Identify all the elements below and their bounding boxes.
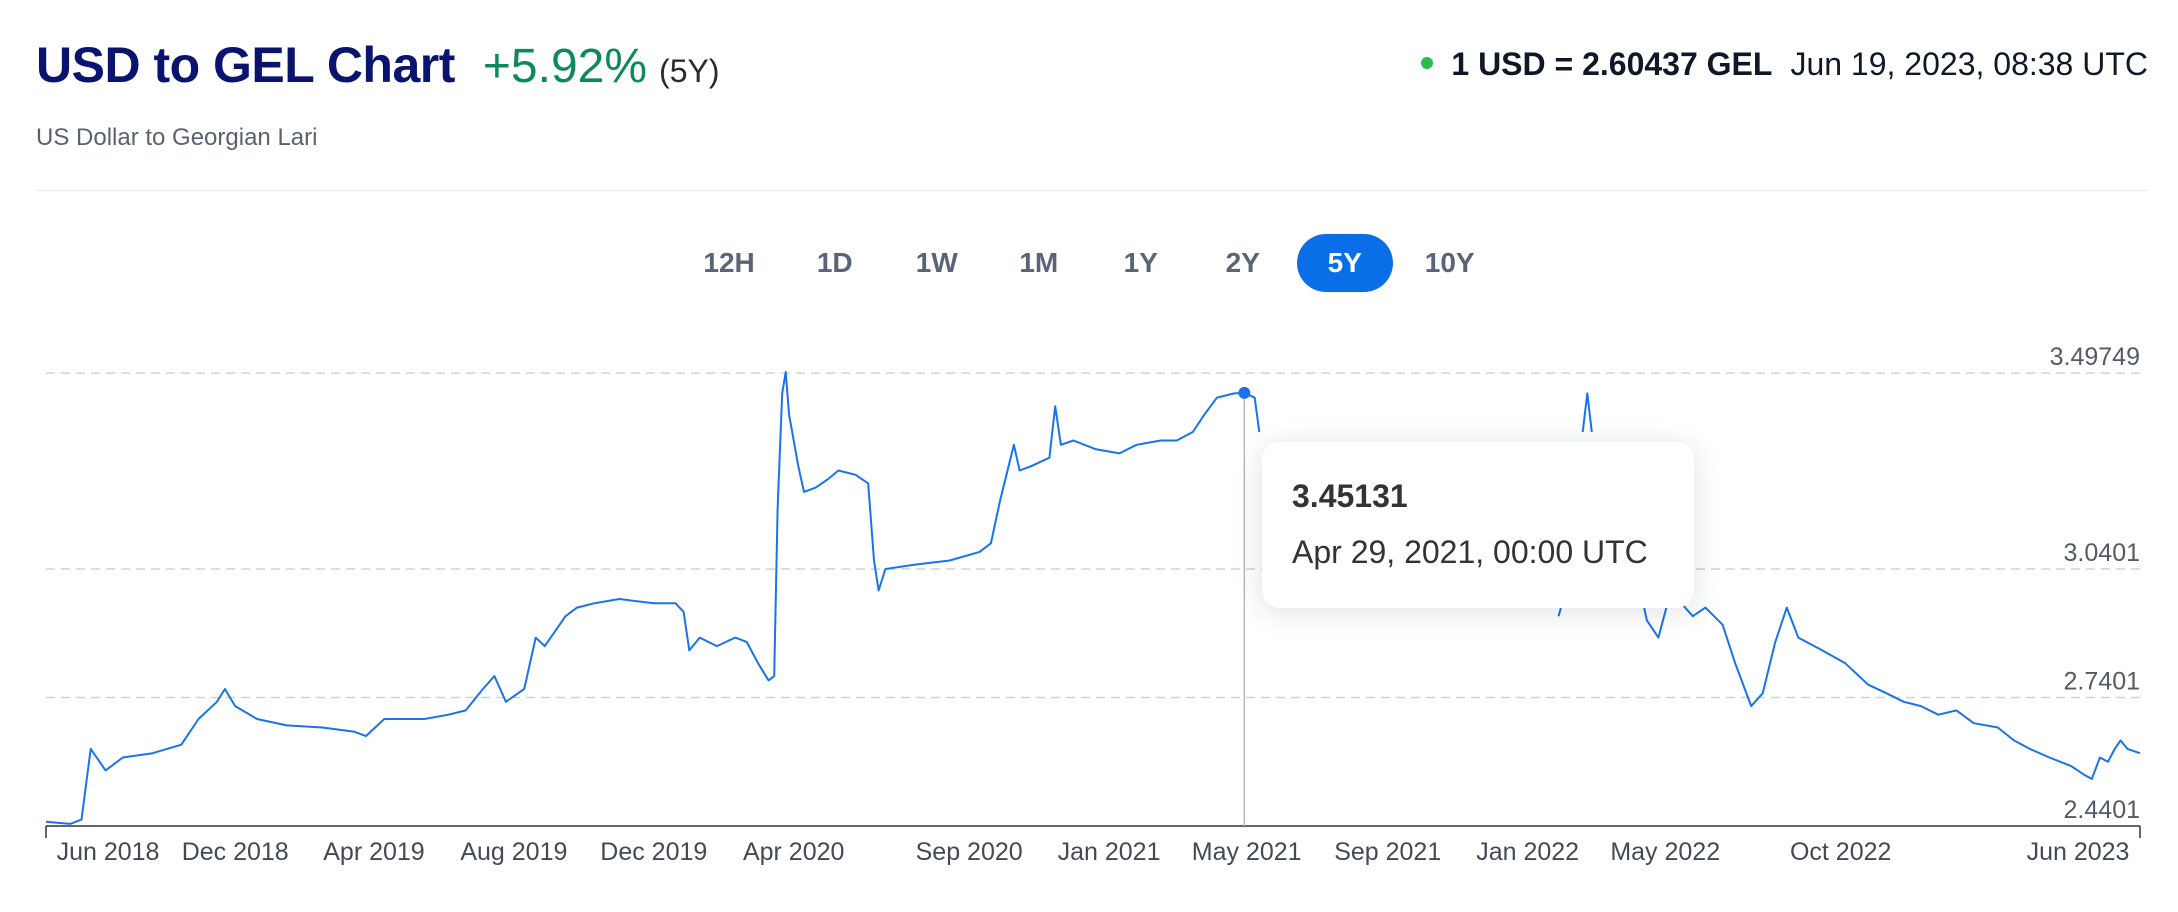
- x-tick-label: Sep 2020: [916, 838, 1023, 866]
- period-button-1d[interactable]: 1D: [816, 247, 853, 278]
- x-tick-label: Dec 2018: [182, 838, 289, 866]
- x-tick-label: Aug 2019: [460, 838, 567, 866]
- header-divider: [36, 190, 2148, 191]
- chart-gridlines: [46, 372, 2140, 699]
- page-title: USD to GEL Chart: [36, 37, 455, 93]
- series-line-segment: [1581, 392, 1593, 433]
- y-tick-label: 3.0401: [2064, 539, 2140, 567]
- period-button-10y[interactable]: 10Y: [1424, 247, 1475, 278]
- period-button-5y[interactable]: 5Y: [1296, 234, 1393, 292]
- x-tick-label: Jan 2022: [1476, 838, 1579, 866]
- period-button-2y[interactable]: 2Y: [1225, 247, 1260, 278]
- y-tick-label: 2.4401: [2064, 796, 2140, 824]
- tooltip-date: Apr 29, 2021, 00:00 UTC: [1292, 534, 1648, 570]
- chart-tooltip: 3.45131 Apr 29, 2021, 00:00 UTC: [1262, 442, 1694, 608]
- live-quote: 1 USD = 2.60437 GEL Jun 19, 2023, 08:38 …: [1421, 46, 2148, 83]
- x-tick-label: Sep 2021: [1334, 838, 1441, 866]
- x-tick-label: Jan 2021: [1058, 838, 1161, 866]
- quote-rate: 1 USD = 2.60437 GEL: [1451, 46, 1773, 82]
- x-tick-label: Dec 2019: [600, 838, 707, 866]
- change-period: (5Y): [659, 53, 720, 89]
- y-axis-labels: 3.49749 3.0401 2.7401 2.4401: [2050, 343, 2140, 824]
- x-tick-label: May 2022: [1610, 838, 1720, 866]
- y-tick-label: 2.7401: [2064, 667, 2140, 695]
- period-button-1m[interactable]: 1M: [1019, 247, 1059, 278]
- hover-crosshair: [1238, 386, 1251, 826]
- chart-series: [45, 371, 2141, 825]
- tooltip-value: 3.45131: [1292, 478, 1408, 514]
- period-button-1w[interactable]: 1W: [915, 247, 958, 278]
- highlighted-point: [1238, 386, 1251, 399]
- live-status-dot-icon: [1421, 57, 1434, 69]
- period-button-12h[interactable]: 12H: [703, 247, 755, 278]
- period-button-1y[interactable]: 1Y: [1123, 247, 1158, 278]
- series-line-segment: [45, 371, 1261, 825]
- x-axis: Jun 2018 Dec 2018 Apr 2019 Aug 2019 Dec 2019…: [45, 825, 2141, 866]
- title-row: USD to GEL Chart +5.92% (5Y): [36, 36, 2148, 94]
- page-subtitle: US Dollar to Georgian Lari: [36, 124, 318, 151]
- chart-header: USD to GEL Chart +5.92% (5Y) US Dollar t…: [36, 36, 2148, 156]
- x-tick-label: May 2021: [1192, 838, 1302, 866]
- x-tick-label: Oct 2022: [1790, 838, 1891, 866]
- y-tick-label: 3.49749: [2050, 343, 2140, 371]
- percent-change: +5.92%: [482, 40, 648, 93]
- x-tick-label: Jun 2023: [2027, 838, 2130, 866]
- x-tick-label: Jun 2018: [57, 838, 160, 866]
- period-selector: 12H 1D 1W 1M 1Y 2Y 5Y 10Y: [0, 234, 2178, 292]
- quote-timestamp: Jun 19, 2023, 08:38 UTC: [1790, 46, 2148, 82]
- series-line-segment: [1640, 593, 2141, 780]
- x-tick-label: Apr 2019: [323, 838, 424, 866]
- x-tick-label: Apr 2020: [743, 838, 844, 866]
